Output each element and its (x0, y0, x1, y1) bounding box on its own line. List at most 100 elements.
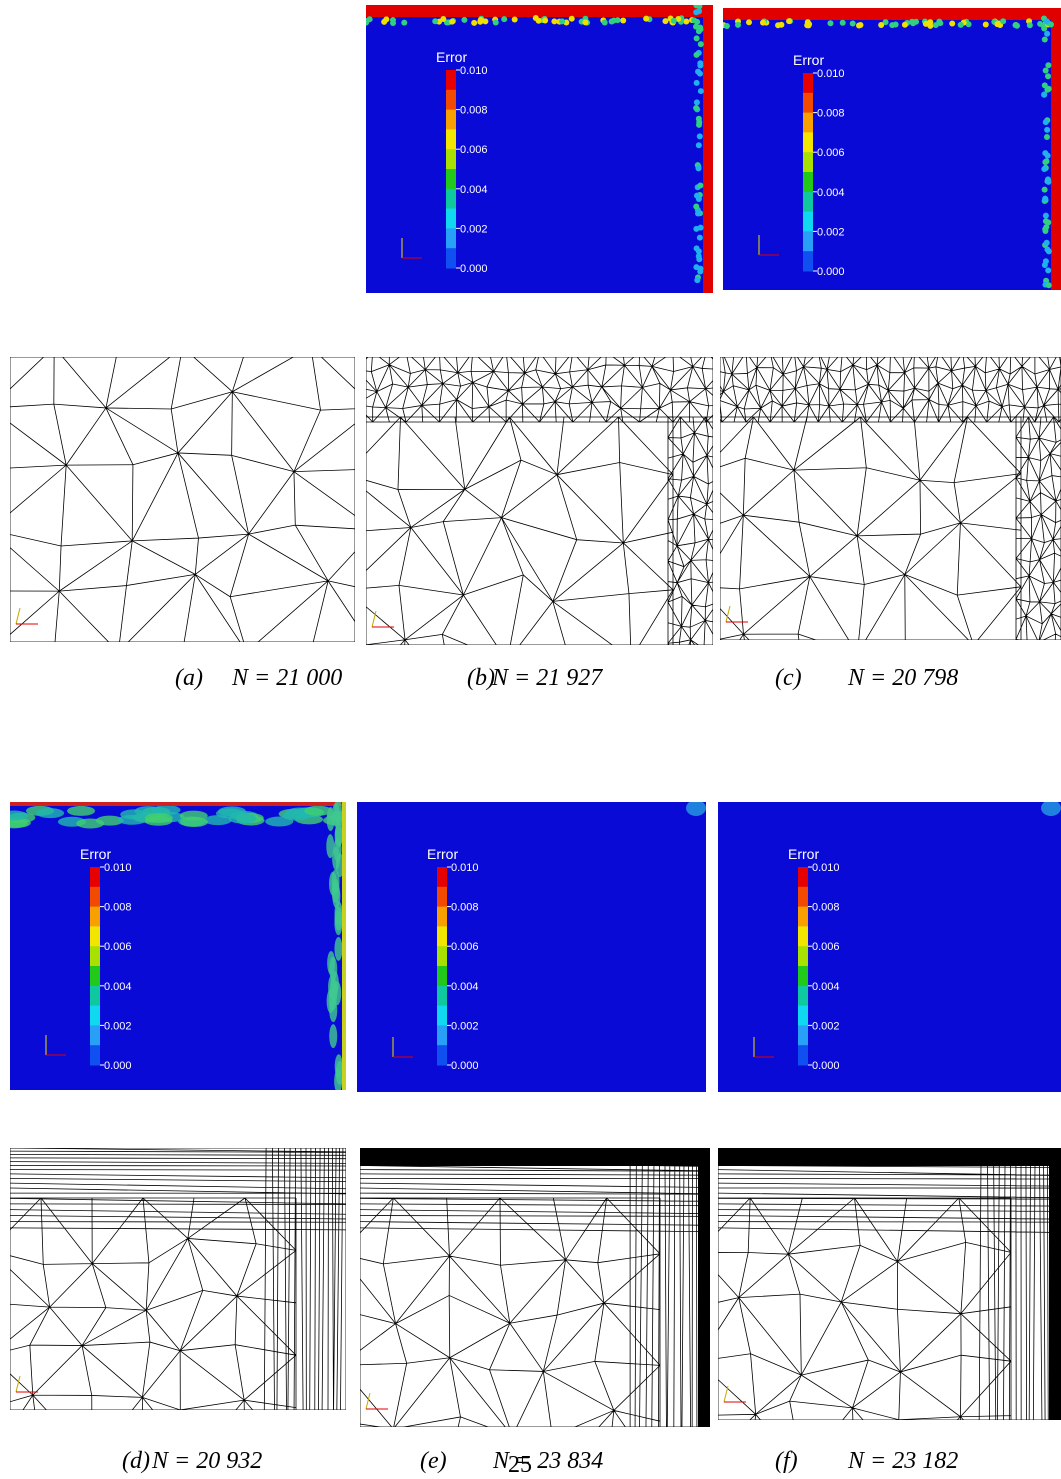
colorbar-segment (90, 906, 100, 927)
colorbar-tick-label: 0.002 (812, 1020, 840, 1032)
error-blob (1044, 126, 1051, 133)
panel-label: (d) (122, 1448, 150, 1474)
colorbar-segment (437, 985, 447, 1007)
mesh-edges (360, 1197, 661, 1427)
axis-triad (365, 1392, 371, 1410)
colorbar-segment (446, 228, 456, 249)
colorbar-segment (446, 149, 456, 170)
colorbar-segment (803, 92, 813, 114)
colorbar-segment (437, 886, 447, 908)
error-band-top (366, 5, 713, 17)
error-blob (965, 21, 972, 28)
mesh-plot (10, 1148, 346, 1410)
colorbar-tick-label: 0.006 (104, 941, 132, 953)
error-blob (1041, 186, 1048, 193)
colorbar-segment (446, 169, 456, 190)
colorbar-segment (437, 1025, 447, 1046)
colorbar-segment (803, 73, 813, 94)
error-blob (695, 253, 702, 260)
axis-triad (15, 1375, 21, 1393)
error-blob (1044, 152, 1051, 159)
colorbar-segment (798, 1045, 808, 1066)
error-blob (492, 19, 499, 26)
error-blob (614, 17, 621, 24)
error-blob (326, 834, 335, 859)
colorbar-tick-label: 0.000 (812, 1060, 840, 1072)
error-blob (994, 21, 1001, 28)
error-blob (696, 133, 703, 140)
colorbar-tick-label: 0.002 (451, 1020, 479, 1032)
error-blob (937, 20, 944, 27)
error-blob (461, 16, 468, 23)
colorbar-title: Error (436, 49, 467, 65)
error-blob (1045, 178, 1052, 185)
error-blob (693, 99, 700, 106)
error-blob (36, 808, 65, 819)
error-blob (695, 165, 702, 172)
error-blob (449, 18, 456, 25)
error-blob (882, 19, 889, 26)
error-blob (691, 17, 698, 24)
colorbar-tick-label: 0.006 (460, 144, 488, 156)
colorbar-tick-label: 0.006 (812, 941, 840, 953)
colorbar-segment (90, 886, 100, 908)
error-blob (786, 18, 793, 25)
error-blob (304, 805, 333, 816)
colorbar-segment (798, 946, 808, 967)
error-blob (697, 88, 704, 95)
error-blob (568, 15, 575, 22)
colorbar-segment (90, 1005, 100, 1026)
error-blob (695, 115, 702, 122)
error-blob (723, 22, 730, 29)
colorbar-segment (437, 946, 447, 967)
colorbar-tick-label: 0.002 (104, 1020, 132, 1032)
colorbar-segment (446, 70, 456, 91)
error-band-right (703, 5, 713, 293)
error-blob (1041, 25, 1048, 32)
error-blob (334, 1054, 343, 1079)
error-blob (1043, 239, 1050, 246)
colorbar-tick-label: 0.010 (817, 68, 845, 80)
panel-count: N = 23 834 (492, 1448, 603, 1474)
error-blob (1043, 18, 1050, 25)
error-blob (1045, 248, 1052, 255)
error-blob (1041, 82, 1048, 89)
mesh-edges (667, 416, 713, 645)
error-blob (67, 805, 96, 816)
error-blob (693, 51, 700, 58)
error-blob (334, 936, 343, 961)
mesh-dense-right (1049, 1148, 1061, 1420)
error-blob (697, 41, 704, 48)
error-blob (381, 18, 388, 25)
error-blob (1042, 119, 1049, 126)
panel-label: (f) (775, 1448, 798, 1474)
colorbar-tick-label: 0.008 (817, 108, 845, 120)
error-band-top (10, 802, 346, 806)
error-blob (643, 15, 650, 22)
error-blob (683, 18, 690, 25)
error-blob (1041, 802, 1061, 816)
error-blob (1045, 267, 1052, 274)
error-blob (1043, 158, 1050, 165)
error-blob (693, 5, 700, 9)
colorbar-segment (803, 231, 813, 252)
colorbar-segment (446, 188, 456, 210)
colorbar-segment (437, 906, 447, 927)
colorbar-segment (446, 109, 456, 130)
error-blob (693, 245, 700, 252)
error-blob (331, 869, 340, 894)
mesh-plot (366, 357, 713, 645)
mesh-bg (10, 357, 355, 642)
colorbar-tick-label: 0.002 (460, 223, 488, 235)
error-blob (1042, 218, 1049, 225)
error-blob (694, 277, 701, 284)
error-blob (551, 18, 558, 25)
colorbar-tick-label: 0.000 (460, 263, 488, 275)
colorbar-segment (803, 152, 813, 173)
error-blob (839, 19, 846, 26)
error-blob (1042, 227, 1049, 234)
error-blob (806, 21, 813, 28)
colorbar-tick-label: 0.002 (817, 226, 845, 238)
mesh-edges (10, 357, 355, 642)
